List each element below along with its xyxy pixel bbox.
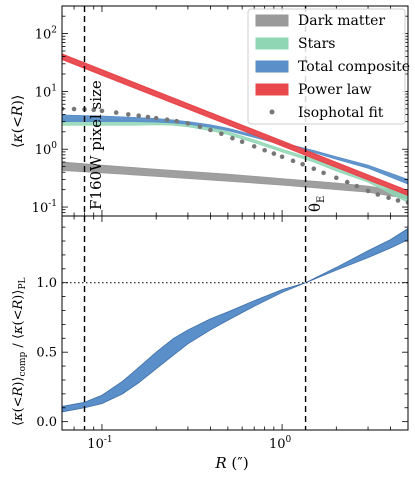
band-total-composite xyxy=(62,114,408,185)
top-y-tick-label: 100 xyxy=(35,141,58,158)
isophotal-point xyxy=(208,127,213,133)
isophotal-point xyxy=(230,135,235,141)
isophotal-point xyxy=(405,200,408,205)
band-power-law xyxy=(62,53,408,197)
isophotal-point xyxy=(71,106,77,112)
annotation-theta-e-symbol: θ xyxy=(306,203,324,212)
legend: Dark matter Stars Total composite Power … xyxy=(247,8,410,125)
legend-label-total: Total composite xyxy=(298,59,410,75)
isophotal-point xyxy=(145,114,151,120)
isophotal-point xyxy=(197,124,203,130)
annotation-theta-e: θE xyxy=(306,196,327,212)
isophotal-point xyxy=(354,183,360,189)
top-y-tick-label: 101 xyxy=(35,83,57,100)
x-tick-label: 10-1 xyxy=(87,435,112,452)
x-axis-label: R (″) xyxy=(214,454,248,472)
legend-swatch-total xyxy=(255,60,289,73)
isophotal-point xyxy=(174,118,180,124)
top-y-tick-label: 10-1 xyxy=(32,199,57,216)
isophotal-point xyxy=(251,144,257,149)
isophotal-point xyxy=(136,113,142,118)
isophotal-point xyxy=(185,121,191,126)
isophotal-point xyxy=(164,117,170,122)
isophotal-point xyxy=(125,112,131,117)
legend-label-dark-matter: Dark matter xyxy=(298,13,385,29)
top-panel-plot-area xyxy=(62,6,408,216)
bottom-y-tick-label: 0.5 xyxy=(36,346,57,361)
isophotal-point xyxy=(91,107,97,113)
bottom-y-tick-label: 1.0 xyxy=(36,276,57,291)
bottom-y-axis-label: ⟨κ(<R)⟩comp / ⟨κ(<R)⟩PL xyxy=(11,277,28,426)
band-dark-matter xyxy=(62,161,408,199)
x-tick-label: 100 xyxy=(269,435,292,452)
legend-label-stars: Stars xyxy=(298,36,335,52)
bottom-panel-plot-area xyxy=(62,216,408,430)
bottom-panel-ticks: 10-1 100 0.0 0.5 1.0 xyxy=(36,216,409,452)
isophotal-point xyxy=(344,179,350,185)
isophotal-point xyxy=(153,115,159,121)
isophotal-point xyxy=(375,192,381,197)
isophotal-point xyxy=(279,154,285,160)
ratio-band xyxy=(62,228,408,413)
isophotal-point xyxy=(239,139,245,144)
isophotal-point xyxy=(365,188,371,194)
isophotal-point xyxy=(311,166,317,172)
isophotal-point xyxy=(99,108,105,114)
legend-swatch-power-law xyxy=(255,83,289,96)
isophotal-point xyxy=(262,147,267,153)
legend-swatch-dark-matter xyxy=(255,14,289,27)
top-y-axis-label: ⟨κ(<R)⟩ xyxy=(10,95,26,148)
isophotal-point xyxy=(321,170,326,176)
top-y-tick-label: 102 xyxy=(35,26,57,43)
legend-label-power-law: Power law xyxy=(298,82,372,98)
legend-swatch-stars xyxy=(255,37,289,50)
legend-label-isophotal: Isophotal fit xyxy=(298,105,384,121)
isophotal-point xyxy=(219,131,224,137)
annotation-pixel-size: F160W pixel size xyxy=(87,80,105,210)
bottom-y-tick-label: 0.0 xyxy=(36,415,57,430)
isophotal-point xyxy=(113,110,119,115)
isophotal-point xyxy=(334,175,339,181)
isophotal-point xyxy=(386,195,391,201)
annotation-theta-e-subscript: E xyxy=(316,196,327,203)
top-panel-ticks: 10-1 100 101 102 xyxy=(32,5,409,217)
isophotal-point xyxy=(300,161,305,167)
isophotal-point xyxy=(395,198,401,203)
isophotal-point xyxy=(290,158,296,164)
isophotal-point xyxy=(271,151,277,156)
legend-marker-isophotal xyxy=(269,109,275,115)
bottom-panel-frame xyxy=(61,215,409,431)
